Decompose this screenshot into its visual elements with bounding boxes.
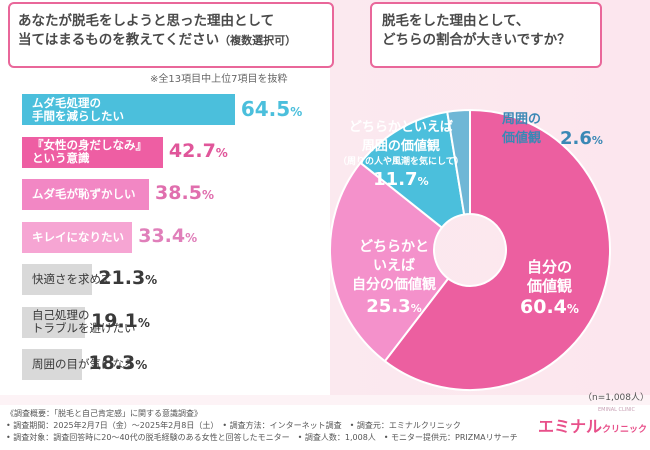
donut-slice	[329, 161, 450, 363]
donut-slice-label: 周囲の 価値観 2.6%	[502, 110, 603, 148]
logo-sub: クリニック	[602, 425, 648, 435]
left-question-text: あなたが脱毛をしようと思った理由として 当てはまるものを教えてください（複数選択…	[18, 12, 296, 50]
bar-value: 64.5%	[240, 97, 303, 121]
bar: 『女性の身だしなみ』 という意識	[22, 136, 163, 168]
donut-slice-label: どちらかと いえば 自分の価値観 25.3%	[352, 238, 436, 318]
bar-value: 19.1%	[91, 309, 150, 332]
note-text: ※全13項目中上位7項目を抜粋	[150, 74, 288, 85]
footer	[0, 405, 650, 450]
bar-label: 周囲の目が気になる	[32, 357, 136, 371]
bar-value: 42.7%	[168, 139, 228, 162]
left-question-suffix: （複数選択可）	[219, 34, 297, 47]
donut-slice-label: どちらかといえば 周囲の価値観 （周りの人や風潮を気にして） 11.7%	[338, 118, 464, 191]
bar: 自己処理の トラブルを避けたい	[22, 306, 136, 338]
bar-value: 18.3%	[88, 352, 148, 374]
left-question-box	[8, 2, 334, 68]
right-question-line2: どちらの割合が大きいですか？	[382, 32, 571, 48]
bar-label: 自己処理の トラブルを避けたい	[32, 308, 136, 335]
logo-tag: EMINAL CLINIC	[598, 407, 635, 413]
bar-value: 38.5%	[155, 182, 214, 204]
bar-value: 21.3%	[98, 267, 158, 289]
bar: ムダ毛が恥ずかしい	[22, 179, 150, 210]
bar: キレイになりたい	[22, 221, 133, 253]
bar-label: キレイになりたい	[32, 229, 124, 244]
slice-name: 周囲の 価値観	[502, 112, 542, 146]
bar-label: 『女性の身だしなみ』 という意識	[32, 138, 147, 165]
donut-chart	[329, 108, 611, 391]
bar-label: ムダ毛処理の 手間を減らしたい	[32, 95, 124, 123]
left-question-line1: あなたが脱毛をしようと思った理由として	[18, 13, 275, 29]
slice-value: 60.4%	[520, 296, 579, 318]
left-question-line2: 当てはまるものを教えてください	[18, 32, 220, 48]
footer-line1: 《調査概要：「脱毛と自己肯定感」に関する意識調査》	[6, 409, 202, 418]
bar: ムダ毛処理の 手間を減らしたい	[22, 94, 235, 125]
bar: 周囲の目が気になる	[22, 349, 136, 380]
donut-slice	[359, 110, 466, 229]
right-question-line1: 脱毛をした理由として、	[382, 13, 530, 29]
slice-sub: （周りの人や風潮を気にして）	[338, 157, 464, 167]
donut-slice-label: 自分の 価値観 60.4%	[520, 258, 579, 319]
bar-label: ムダ毛が恥ずかしい	[32, 187, 136, 201]
bar: 快適さを求めて	[22, 264, 113, 295]
bar-label: 快適さを求めて	[32, 272, 113, 286]
sample-size: （n=1,008人）	[583, 393, 650, 403]
right-question-text: 脱毛をした理由として、 どちらの割合が大きいですか？	[382, 12, 571, 50]
footer-line2: • 調査期間：2025年2月7日（金）～2025年2月8日（土） • 調査方法：…	[6, 421, 461, 430]
slice-name: どちらかと いえば 自分の価値観	[352, 239, 436, 293]
slice-value: 2.6%	[560, 128, 603, 149]
logo-main: エミナル	[538, 417, 603, 436]
slice-value: 11.7%	[373, 169, 429, 190]
slice-name: 自分の 価値観	[526, 258, 572, 295]
donut-slice	[446, 108, 471, 216]
slice-value: 25.3%	[366, 296, 422, 317]
footer-line3: • 調査対象：調査回答時に20～40代の脱毛経験のある女性と回答したモニター •…	[6, 433, 518, 442]
slice-name: どちらかといえば 周囲の価値観	[348, 120, 453, 154]
clinic-logo: エミナルクリニック EMINAL CLINIC	[538, 407, 648, 437]
donut-slice	[383, 108, 611, 391]
right-question-box	[370, 2, 602, 68]
bar-value: 33.4%	[138, 224, 198, 247]
